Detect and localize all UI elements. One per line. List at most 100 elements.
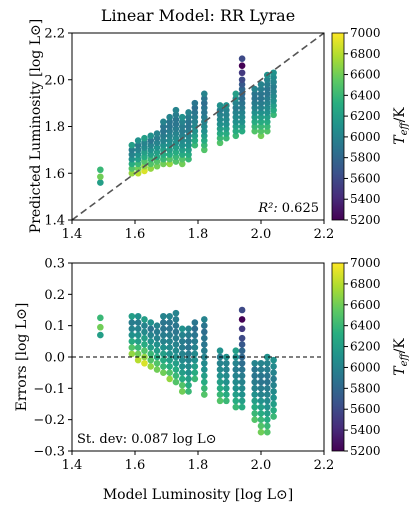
bottom-y-axis-label: Errors [log L⊙]	[14, 303, 30, 412]
bottom-data-point	[232, 372, 240, 380]
bottom-data-point	[251, 410, 258, 417]
bottom-data-point	[264, 403, 271, 411]
top-y-tick-label: 1.4	[44, 214, 65, 229]
bottom-data-point	[185, 363, 192, 370]
bottom-data-point	[185, 388, 192, 395]
bottom-data-point	[134, 312, 142, 320]
bottom-data-point	[191, 338, 199, 345]
top-data-point	[134, 141, 142, 149]
bottom-data-point	[264, 359, 271, 367]
top-data-point	[191, 127, 199, 135]
top-data-point	[257, 109, 265, 116]
top-data-point	[238, 55, 246, 63]
bottom-data-point	[160, 369, 167, 376]
top-data-point	[223, 134, 230, 142]
top-x-tick-label: 2.2	[314, 227, 335, 242]
bottom-data-point	[238, 372, 246, 380]
top-data-point	[153, 130, 161, 137]
top-data-point	[166, 113, 173, 121]
bottom-x-tick-label: 1.6	[125, 458, 146, 473]
top-data-point	[185, 113, 192, 121]
top-colorbar-tick-label: 6200	[350, 109, 381, 123]
bottom-data-point	[223, 397, 230, 405]
top-data-point	[270, 88, 277, 95]
top-data-point	[264, 81, 271, 88]
bottom-data-point	[201, 372, 208, 380]
top-data-point	[257, 123, 265, 130]
bottom-data-point	[178, 369, 186, 376]
top-data-point	[178, 155, 186, 163]
bottom-x-tick-label: 2.2	[314, 458, 335, 473]
top-data-point	[160, 137, 167, 144]
top-data-point	[264, 99, 271, 107]
top-data-point	[264, 104, 271, 112]
bottom-data-point	[178, 338, 186, 345]
top-data-point	[257, 85, 265, 93]
bottom-data-point	[160, 344, 167, 351]
bottom-data-point	[166, 312, 173, 320]
bottom-data-point	[178, 356, 186, 364]
top-data-point	[264, 85, 271, 93]
top-data-point	[238, 109, 246, 116]
top-data-point	[270, 102, 277, 109]
top-colorbar-tick-label: 6000	[350, 130, 381, 144]
top-data-point	[141, 148, 148, 156]
bottom-data-point	[141, 322, 148, 329]
bottom-data-point	[166, 319, 173, 326]
bottom-data-point	[153, 347, 161, 355]
top-data-point	[134, 155, 142, 163]
top-data-point	[172, 144, 180, 151]
bottom-data-point	[178, 388, 186, 395]
top-chart-title: Linear Model: RR Lyrae	[101, 6, 295, 25]
top-colorbar-tick-label: 5800	[350, 151, 381, 165]
top-data-point	[223, 125, 230, 133]
top-data-point	[223, 120, 230, 128]
top-colorbar-tick-label: 6400	[350, 88, 381, 102]
bottom-colorbar-tick-label: 5200	[350, 444, 381, 458]
top-data-point	[185, 146, 192, 154]
bottom-data-point	[216, 397, 224, 405]
top-data-point	[134, 151, 142, 158]
top-data-point	[178, 146, 186, 154]
top-data-point	[238, 123, 246, 130]
bottom-data-point	[185, 338, 192, 345]
bottom-data-point	[172, 378, 180, 386]
bottom-data-point	[270, 394, 277, 402]
bottom-data-point	[251, 366, 258, 373]
bottom-x-tick-label: 1.4	[62, 458, 83, 473]
bottom-data-point	[185, 375, 192, 383]
bottom-data-point	[216, 385, 224, 392]
stdev-annotation: St. dev: 0.087 log L⊙	[77, 432, 217, 447]
bottom-data-point	[172, 316, 180, 323]
top-colorbar-tick-label: 5200	[350, 213, 381, 227]
top-data-point	[270, 106, 277, 114]
bottom-data-point	[172, 309, 180, 317]
top-data-point	[134, 146, 142, 154]
top-data-point	[232, 127, 240, 135]
top-data-point	[191, 118, 199, 126]
bottom-data-point	[185, 381, 192, 389]
bottom-data-point	[160, 356, 167, 364]
top-data-point	[264, 109, 271, 116]
top-x-axis: 1.4 1.6 1.8 2.0 2.2	[62, 220, 335, 242]
bottom-data-point	[270, 356, 277, 364]
bottom-data-point	[216, 391, 224, 398]
bottom-data-point	[160, 363, 167, 370]
top-data-point	[216, 102, 224, 109]
bottom-data-point	[238, 306, 246, 314]
top-data-point	[232, 118, 240, 126]
bottom-data-point	[238, 403, 246, 411]
bottom-data-point	[166, 331, 173, 339]
bottom-data-point	[216, 366, 224, 373]
bottom-data-point	[257, 385, 265, 392]
top-data-point	[257, 132, 265, 140]
top-data-point	[191, 141, 199, 149]
bottom-data-point	[232, 397, 240, 405]
top-data-point	[185, 141, 192, 149]
top-y-tick-label: 2.0	[44, 73, 65, 88]
bottom-data-point	[191, 350, 199, 358]
top-data-point	[147, 160, 155, 168]
bottom-data-point	[160, 338, 167, 345]
top-data-point	[251, 95, 258, 102]
bottom-data-point	[251, 416, 258, 423]
